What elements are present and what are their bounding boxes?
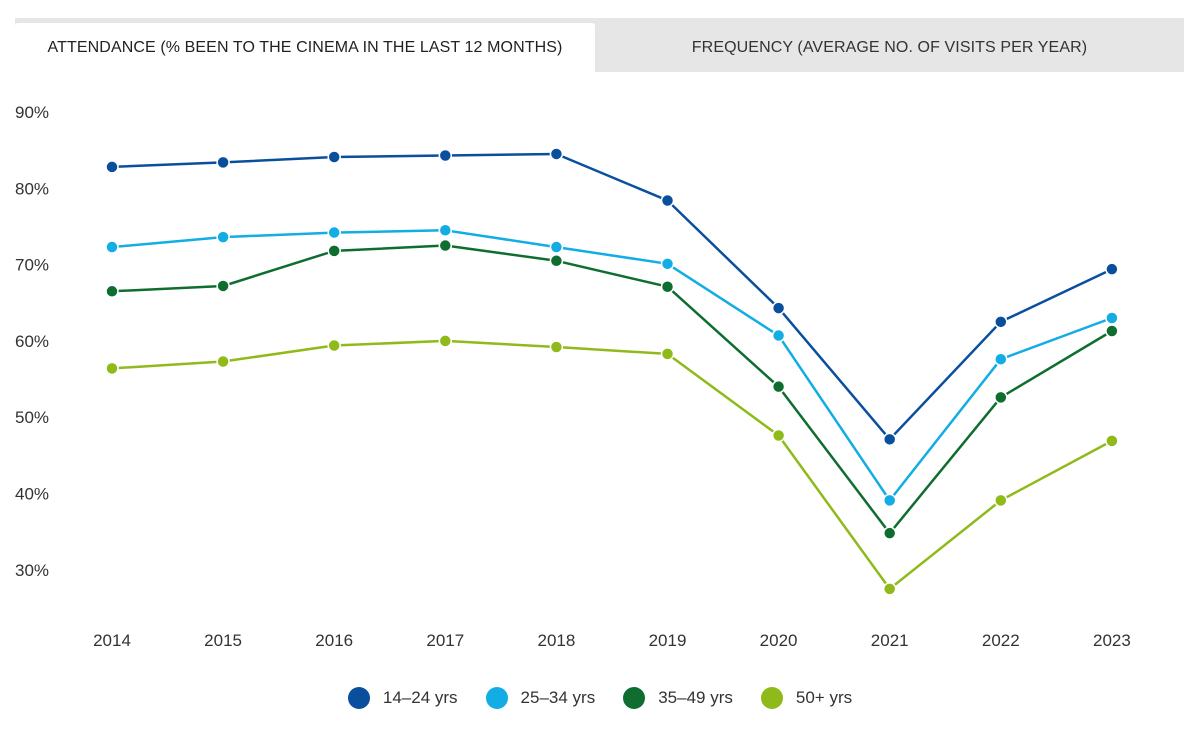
- tab-frequency[interactable]: FREQUENCY (AVERAGE NO. OF VISITS PER YEA…: [691, 38, 1088, 56]
- legend-item-50-plus[interactable]: 50+ yrs: [760, 687, 853, 709]
- legend-label-50-plus: 50+ yrs: [795, 688, 853, 707]
- data-point[interactable]: [549, 240, 564, 254]
- y-tick-label: 70%: [15, 256, 49, 275]
- data-point[interactable]: [549, 147, 564, 161]
- legend-label-35-49: 35–49 yrs: [658, 688, 733, 707]
- data-point[interactable]: [994, 390, 1008, 405]
- series-line: [111, 229, 1113, 502]
- data-point[interactable]: [660, 347, 675, 361]
- data-point[interactable]: [327, 338, 341, 353]
- x-tick-label: 2020: [760, 631, 798, 650]
- data-point[interactable]: [105, 240, 119, 254]
- data-point[interactable]: [1105, 434, 1119, 448]
- x-tick-label: 2015: [204, 631, 242, 650]
- data-point[interactable]: [1105, 324, 1119, 338]
- x-tick-label: 2014: [93, 631, 131, 650]
- data-point[interactable]: [327, 244, 341, 258]
- y-tick-label: 90%: [15, 103, 49, 122]
- data-point[interactable]: [771, 379, 786, 394]
- series-line: [111, 244, 1113, 535]
- line-chart: 30% 40% 50% 60% 70% 80% 90% 2014 2015 2016 2017 201…: [15, 103, 1131, 650]
- data-point[interactable]: [216, 155, 230, 170]
- data-point[interactable]: [1105, 262, 1119, 276]
- data-point[interactable]: [438, 223, 453, 238]
- legend-item-35-49[interactable]: 35–49 yrs: [623, 687, 733, 709]
- data-point[interactable]: [216, 354, 230, 369]
- x-tick-label: 2022: [982, 631, 1020, 650]
- legend-label-25-34: 25–34 yrs: [520, 688, 596, 707]
- x-tick-label: 2018: [537, 631, 575, 650]
- y-tick-label: 60%: [15, 332, 49, 351]
- data-point[interactable]: [882, 582, 897, 596]
- data-point[interactable]: [882, 526, 897, 540]
- series-line: [111, 339, 1113, 591]
- data-point[interactable]: [882, 432, 897, 447]
- x-tick-label: 2016: [315, 631, 353, 650]
- legend-swatch-50-plus: [760, 687, 783, 709]
- legend-item-25-34[interactable]: 25–34 yrs: [485, 687, 596, 709]
- data-point[interactable]: [771, 328, 786, 343]
- x-tick-label: 2023: [1093, 631, 1131, 650]
- data-point[interactable]: [549, 254, 564, 268]
- tab-bar: ATTENDANCE (% BEEN TO THE CINEMA IN THE …: [15, 18, 1184, 72]
- x-tick-label: 2017: [426, 631, 464, 650]
- legend-label-14-24: 14–24 yrs: [382, 688, 458, 707]
- data-point[interactable]: [660, 193, 675, 208]
- data-point[interactable]: [994, 352, 1008, 366]
- x-tick-label: 2019: [649, 631, 687, 650]
- legend-item-14-24[interactable]: 14–24 yrs: [347, 687, 458, 709]
- data-point[interactable]: [994, 315, 1008, 329]
- data-point[interactable]: [660, 279, 675, 294]
- data-point[interactable]: [994, 493, 1008, 508]
- data-point[interactable]: [438, 238, 453, 253]
- data-point[interactable]: [327, 225, 341, 240]
- data-point[interactable]: [105, 284, 119, 299]
- y-tick-label: 30%: [15, 561, 49, 580]
- data-point[interactable]: [549, 340, 564, 354]
- data-point[interactable]: [105, 361, 119, 376]
- x-tick-label: 2021: [871, 631, 909, 650]
- chart-legend: 14–24 yrs 25–34 yrs 35–49 yrs 50+ yrs: [0, 684, 1200, 712]
- data-point[interactable]: [327, 150, 341, 164]
- data-point[interactable]: [438, 148, 453, 163]
- y-tick-label: 80%: [15, 179, 49, 198]
- data-point[interactable]: [771, 301, 786, 315]
- data-point[interactable]: [660, 257, 675, 271]
- data-point[interactable]: [216, 279, 230, 293]
- legend-swatch-35-49: [623, 687, 646, 709]
- data-point[interactable]: [216, 230, 230, 244]
- y-tick-label: 40%: [15, 485, 49, 504]
- data-point[interactable]: [105, 160, 119, 174]
- tab-attendance[interactable]: ATTENDANCE (% BEEN TO THE CINEMA IN THE …: [15, 23, 595, 72]
- series-line: [111, 152, 1113, 441]
- data-point[interactable]: [882, 493, 897, 508]
- data-point[interactable]: [438, 334, 453, 348]
- data-point[interactable]: [1105, 311, 1119, 325]
- legend-swatch-14-24: [347, 687, 370, 709]
- data-point[interactable]: [771, 428, 786, 443]
- legend-swatch-25-34: [485, 687, 508, 709]
- y-tick-label: 50%: [15, 408, 49, 427]
